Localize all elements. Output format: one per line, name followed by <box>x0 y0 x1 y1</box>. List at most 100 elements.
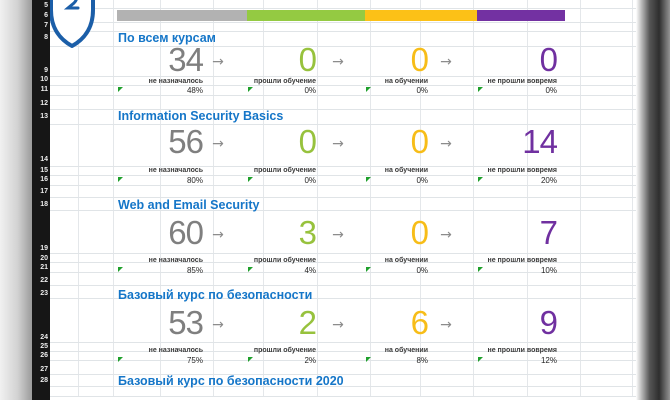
gridline <box>50 166 636 167</box>
metric-percent[interactable]: 4% <box>304 266 316 275</box>
metric-value-overdue[interactable]: 9 <box>539 304 558 341</box>
metric-label: не прошли вовремя <box>487 257 557 264</box>
cell-flag-icon <box>118 87 123 92</box>
legend-bar-yellow <box>365 10 477 21</box>
row-header[interactable]: 26 <box>40 352 48 359</box>
metric-percent[interactable]: 75% <box>186 356 203 365</box>
metric-label: не прошли вовремя <box>487 167 557 174</box>
row-header[interactable]: 9 <box>44 67 48 74</box>
metric-value-completed[interactable]: 3 <box>298 214 317 251</box>
metric-value-in-training[interactable]: 6 <box>410 304 429 341</box>
cell-flag-icon <box>366 177 371 182</box>
metric-value-not-assigned[interactable]: 60 <box>168 214 204 251</box>
course-title[interactable]: Web and Email Security <box>118 198 260 212</box>
gridline <box>263 0 264 396</box>
shield-logo-icon <box>49 0 95 48</box>
legend-bar-green <box>247 10 365 21</box>
metric-value-overdue[interactable]: 14 <box>522 123 558 160</box>
row-header[interactable]: 24 <box>40 334 48 341</box>
course-title[interactable]: Базовый курс по безопасности <box>118 288 313 302</box>
metric-percent[interactable]: 80% <box>186 176 203 185</box>
row-header[interactable]: 25 <box>40 343 48 350</box>
metric-label: не назначалось <box>148 167 203 174</box>
row-header[interactable]: 19 <box>40 245 48 252</box>
arrow-right-icon: → <box>332 317 344 333</box>
metric-label: на обучении <box>384 347 428 354</box>
row-header[interactable]: 13 <box>40 113 48 120</box>
row-header[interactable]: 7 <box>44 22 48 29</box>
metric-value-not-assigned[interactable]: 34 <box>168 41 204 78</box>
gridline <box>317 0 318 396</box>
metric-percent[interactable]: 0% <box>416 266 428 275</box>
course-title[interactable]: По всем курсам <box>118 31 216 45</box>
row-header[interactable]: 15 <box>40 167 48 174</box>
metric-label: не назначалось <box>148 78 203 85</box>
gridline <box>50 95 636 96</box>
row-header[interactable]: 22 <box>40 277 48 284</box>
metric-percent[interactable]: 0% <box>304 86 316 95</box>
metric-value-overdue[interactable]: 0 <box>539 41 558 78</box>
arrow-right-icon: → <box>440 317 452 333</box>
row-header[interactable]: 14 <box>40 156 48 163</box>
metric-value-not-assigned[interactable]: 56 <box>168 123 204 160</box>
gridline <box>473 0 474 396</box>
cell-flag-icon <box>366 267 371 272</box>
row-header[interactable]: 18 <box>40 201 48 208</box>
gridline <box>632 0 633 396</box>
cell-flag-icon <box>478 87 483 92</box>
row-header[interactable]: 17 <box>40 188 48 195</box>
row-header[interactable]: 11 <box>40 86 48 93</box>
metric-value-not-assigned[interactable]: 53 <box>168 304 204 341</box>
metric-percent[interactable]: 2% <box>304 356 316 365</box>
metric-percent[interactable]: 0% <box>416 176 428 185</box>
arrow-right-icon: → <box>212 317 224 333</box>
cell-flag-icon <box>248 87 253 92</box>
metric-percent[interactable]: 8% <box>416 356 428 365</box>
row-header[interactable]: 20 <box>40 255 48 262</box>
metric-percent[interactable]: 85% <box>186 266 203 275</box>
metric-value-in-training[interactable]: 0 <box>410 214 429 251</box>
metric-percent[interactable]: 12% <box>540 356 557 365</box>
row-header[interactable]: 16 <box>40 176 48 183</box>
cell-flag-icon <box>248 177 253 182</box>
row-header[interactable]: 28 <box>40 377 48 384</box>
metric-value-in-training[interactable]: 0 <box>410 123 429 160</box>
metric-percent[interactable]: 48% <box>186 86 203 95</box>
row-header[interactable]: 8 <box>44 34 48 41</box>
metric-value-completed[interactable]: 0 <box>298 123 317 160</box>
row-header[interactable]: 12 <box>40 100 48 107</box>
row-header[interactable]: 10 <box>40 76 48 83</box>
metric-percent[interactable]: 20% <box>540 176 557 185</box>
gridline <box>50 85 636 86</box>
cell-flag-icon <box>366 357 371 362</box>
metric-percent[interactable]: 0% <box>304 176 316 185</box>
metric-label: не назначалось <box>148 347 203 354</box>
row-header[interactable]: 23 <box>40 290 48 297</box>
metric-value-overdue[interactable]: 7 <box>539 214 558 251</box>
metric-value-completed[interactable]: 0 <box>298 41 317 78</box>
gridline <box>50 46 636 47</box>
metric-value-in-training[interactable]: 0 <box>410 41 429 78</box>
arrow-right-icon: → <box>332 54 344 70</box>
arrow-right-icon: → <box>332 136 344 152</box>
cell-flag-icon <box>118 177 123 182</box>
arrow-right-icon: → <box>212 54 224 70</box>
metric-percent[interactable]: 0% <box>545 86 557 95</box>
metric-label: не прошли вовремя <box>487 347 557 354</box>
course-title[interactable]: Information Security Basics <box>118 109 284 123</box>
gridline <box>50 386 636 387</box>
metric-value-completed[interactable]: 2 <box>298 304 317 341</box>
row-header[interactable]: 6 <box>44 12 48 19</box>
gridline <box>580 0 581 396</box>
cell-flag-icon <box>478 357 483 362</box>
course-title[interactable]: Базовый курс по безопасности 2020 <box>118 374 344 388</box>
arrow-right-icon: → <box>440 227 452 243</box>
row-header[interactable]: 21 <box>40 264 48 271</box>
row-header[interactable]: 27 <box>40 366 48 373</box>
metric-label: на обучении <box>384 167 428 174</box>
metric-percent[interactable]: 0% <box>416 86 428 95</box>
gridline <box>50 396 636 397</box>
row-header[interactable]: 5 <box>44 2 48 9</box>
cell-flag-icon <box>478 267 483 272</box>
metric-percent[interactable]: 10% <box>540 266 557 275</box>
